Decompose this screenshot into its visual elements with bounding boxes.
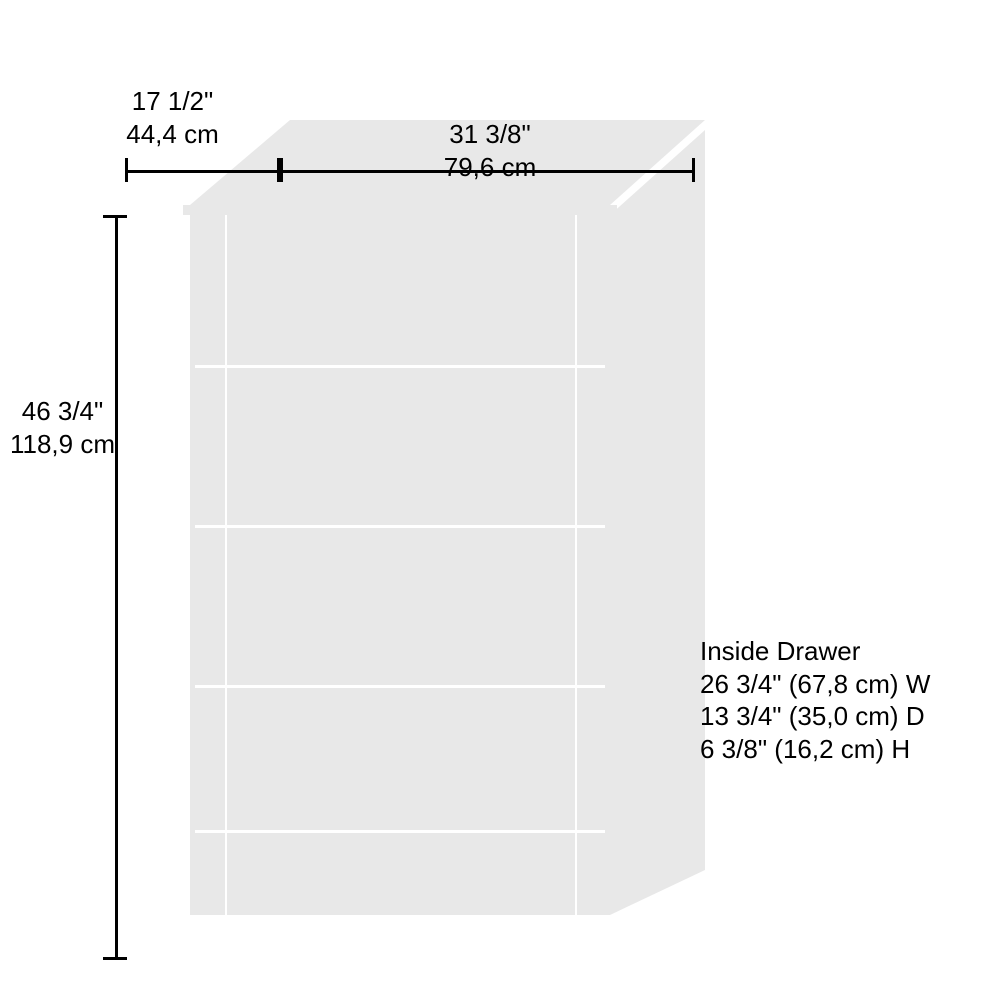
depth-metric: 44,4 cm <box>126 119 219 149</box>
height-bar <box>115 215 118 960</box>
depth-tick-left <box>125 158 128 182</box>
cabinet-side-iso <box>610 130 705 915</box>
shelf-line-1 <box>195 365 605 368</box>
depth-label: 17 1/2" 44,4 cm <box>95 85 250 150</box>
width-tick-left <box>280 158 283 182</box>
stile-left <box>225 215 227 915</box>
width-imperial: 31 3/8" <box>449 119 531 149</box>
cabinet-top-edge <box>183 205 617 215</box>
depth-bar <box>125 170 280 173</box>
height-tick-top <box>103 215 127 218</box>
inside-w: 26 3/4" (67,8 cm) W <box>700 669 930 699</box>
inside-drawer-title: Inside Drawer <box>700 636 860 666</box>
stile-right <box>575 215 577 915</box>
inside-d: 13 3/4" (35,0 cm) D <box>700 701 925 731</box>
depth-imperial: 17 1/2" <box>132 86 214 116</box>
shelf-line-2 <box>195 525 605 528</box>
height-metric: 118,9 cm <box>10 429 115 459</box>
inside-drawer-label: Inside Drawer 26 3/4" (67,8 cm) W 13 3/4… <box>700 635 930 765</box>
inside-h: 6 3/8" (16,2 cm) H <box>700 734 910 764</box>
width-tick-right <box>692 158 695 182</box>
height-imperial: 46 3/4" <box>22 396 104 426</box>
width-label: 31 3/8" 79,6 cm <box>400 118 580 183</box>
shelf-line-3 <box>195 685 605 688</box>
shelf-line-4 <box>195 830 605 833</box>
cabinet-front <box>190 215 610 915</box>
height-label: 46 3/4" 118,9 cm <box>0 395 125 460</box>
width-metric: 79,6 cm <box>444 152 537 182</box>
height-tick-bottom <box>103 957 127 960</box>
